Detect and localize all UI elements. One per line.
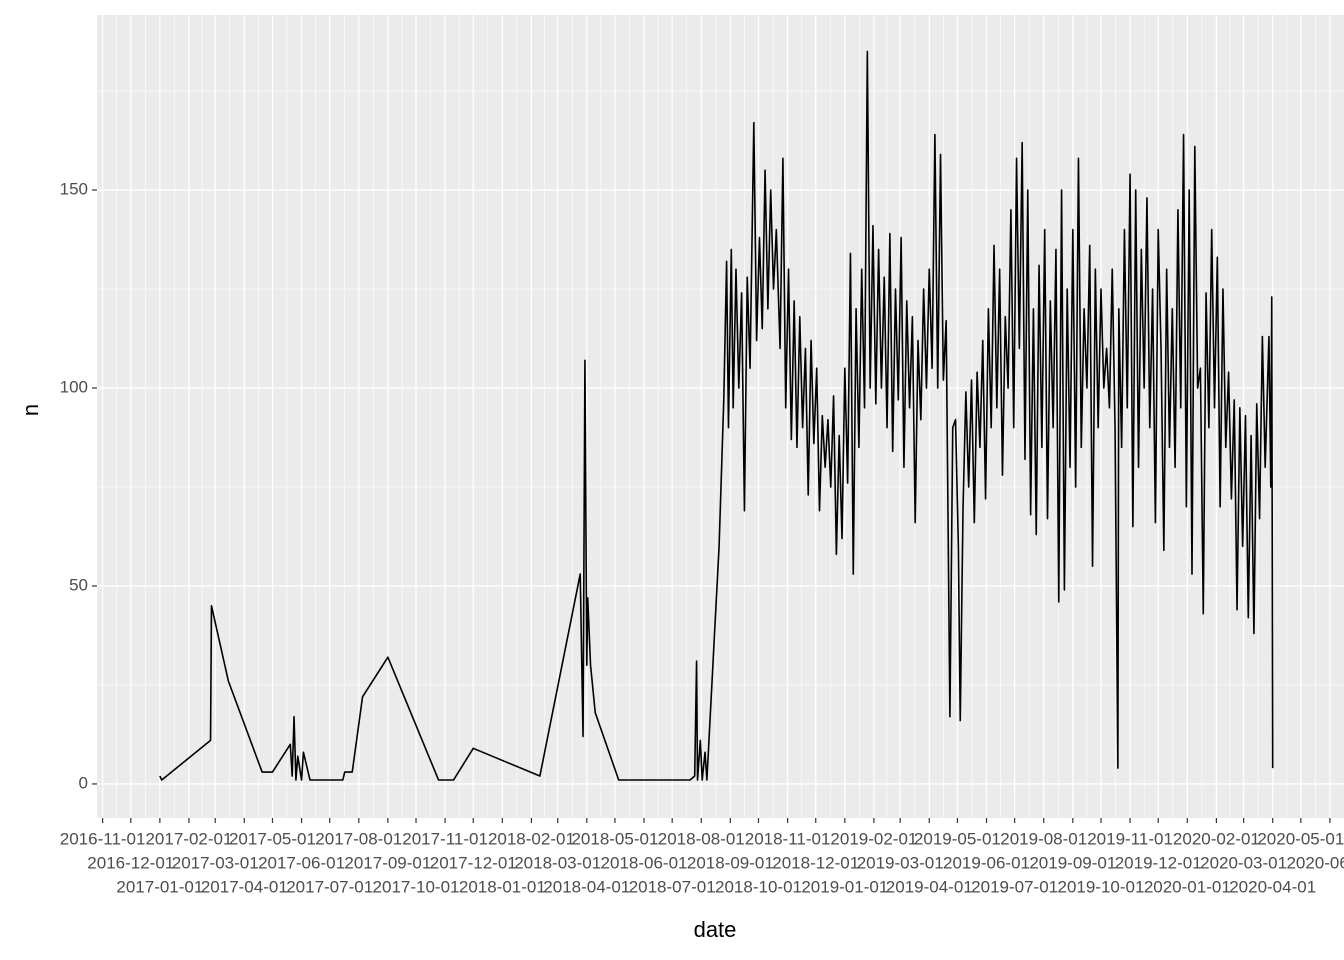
x-tick-label: 2018-07-01 <box>629 877 716 896</box>
x-tick-label: 2020-02-01 <box>1173 829 1260 848</box>
x-tick-label: 2018-11-01 <box>745 829 831 848</box>
x-tick-label: 2020-04-01 <box>1229 877 1316 896</box>
x-tick-label: 2017-04-01 <box>201 877 288 896</box>
x-tick-label: 2017-06-01 <box>258 853 345 872</box>
y-axis-title: n <box>18 404 43 416</box>
x-tick-label: 2017-02-01 <box>145 829 232 848</box>
x-tick-label: 2018-03-01 <box>514 853 601 872</box>
x-tick-label: 2019-05-01 <box>914 829 1001 848</box>
y-tick-label: 150 <box>60 179 88 198</box>
x-tick-label: 2016-12-01 <box>87 853 174 872</box>
y-tick-label: 100 <box>60 377 88 396</box>
x-tick-label: 2019-06-01 <box>943 853 1030 872</box>
x-tick-label: 2017-11-01 <box>402 829 488 848</box>
x-tick-label: 2019-04-01 <box>886 877 973 896</box>
x-tick-label: 2020-06-01 <box>1286 853 1344 872</box>
x-tick-label: 2019-01-01 <box>801 877 888 896</box>
x-tick-label: 2019-12-01 <box>1115 853 1202 872</box>
x-tick-label: 2017-08-01 <box>315 829 402 848</box>
x-tick-label: 2020-03-01 <box>1200 853 1287 872</box>
x-tick-label: 2019-08-01 <box>1000 829 1087 848</box>
x-tick-label: 2019-02-01 <box>830 829 917 848</box>
x-tick-label: 2019-10-01 <box>1057 877 1144 896</box>
panel-background <box>97 15 1344 818</box>
x-tick-label: 2018-10-01 <box>715 877 802 896</box>
data-line <box>159 50 1274 781</box>
x-tick-label: 2017-03-01 <box>172 853 259 872</box>
x-tick-label: 2017-07-01 <box>286 877 373 896</box>
x-tick-label: 2018-06-01 <box>601 853 688 872</box>
y-tick-label: 50 <box>69 575 88 594</box>
x-tick-label: 2019-09-01 <box>1029 853 1116 872</box>
x-axis-title: date <box>694 917 737 942</box>
plot-panel <box>97 15 1344 818</box>
x-tick-label: 2018-02-01 <box>488 829 575 848</box>
x-tick-label: 2018-01-01 <box>459 877 546 896</box>
y-tick-label: 0 <box>79 773 88 792</box>
x-tick-label: 2017-12-01 <box>430 853 517 872</box>
x-tick-label: 2018-12-01 <box>772 853 859 872</box>
x-tick-label: 2020-01-01 <box>1144 877 1231 896</box>
x-tick-label: 2017-05-01 <box>229 829 316 848</box>
x-tick-label: 2017-01-01 <box>116 877 203 896</box>
x-tick-label: 2019-11-01 <box>1087 829 1173 848</box>
x-tick-label: 2018-04-01 <box>543 877 630 896</box>
x-tick-label: 2020-05-01 <box>1257 829 1344 848</box>
x-tick-label: 2019-07-01 <box>971 877 1058 896</box>
x-tick-label: 2019-03-01 <box>857 853 944 872</box>
x-tick-label: 2016-11-01 <box>60 829 146 848</box>
x-tick-label: 2017-10-01 <box>373 877 460 896</box>
x-tick-label: 2017-09-01 <box>344 853 431 872</box>
grid <box>97 15 1344 818</box>
x-tick-label: 2018-08-01 <box>658 829 745 848</box>
x-tick-label: 2018-05-01 <box>571 829 658 848</box>
x-tick-label: 2018-09-01 <box>687 853 774 872</box>
